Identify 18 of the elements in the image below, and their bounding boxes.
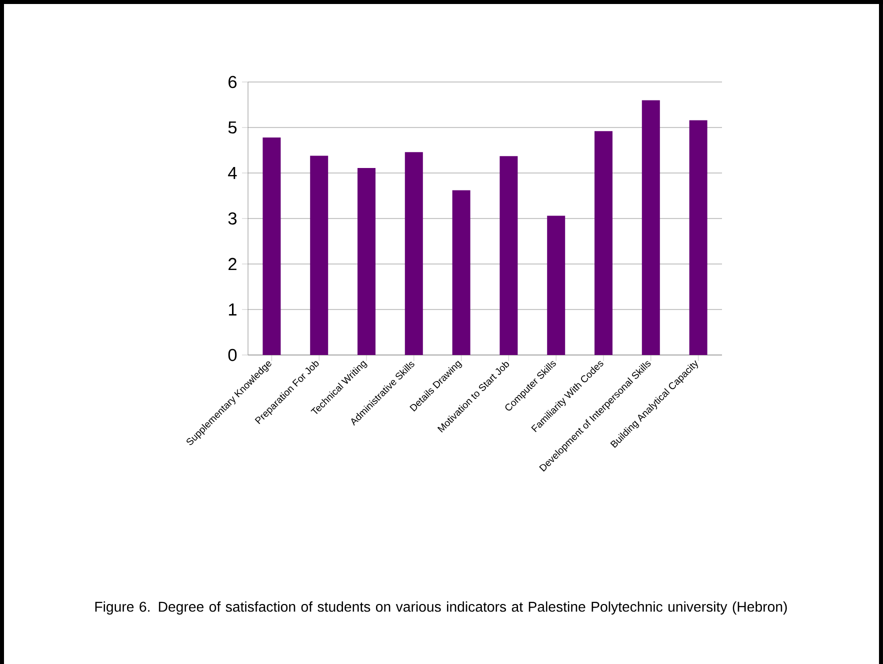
bar — [358, 168, 376, 355]
bar — [594, 131, 612, 355]
y-tick-label: 1 — [228, 304, 236, 316]
y-tick-label: 2 — [228, 258, 236, 270]
y-tick-label: 4 — [228, 167, 237, 179]
y-tick-label: 5 — [228, 121, 237, 134]
bar — [689, 120, 708, 355]
y-tick-label: 6 — [228, 76, 237, 88]
bar — [500, 156, 518, 355]
y-tick-label: 0 — [228, 348, 237, 362]
y-tick-label: 3 — [228, 212, 237, 225]
bar — [547, 216, 566, 355]
bar — [310, 156, 328, 355]
caption: Figure 6. Degree of satisfaction of students on various indicators at Palestine Polytechnic university (Hebron) — [95, 601, 787, 615]
bar — [452, 190, 470, 355]
bar — [404, 152, 423, 355]
bar — [642, 100, 660, 355]
bar — [262, 138, 281, 355]
